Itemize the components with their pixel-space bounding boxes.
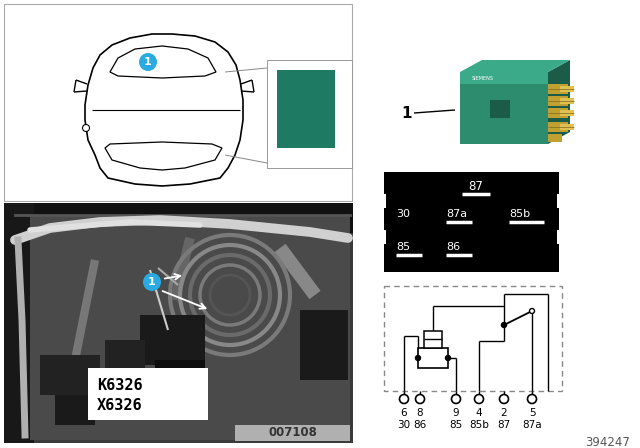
Bar <box>4 4 352 201</box>
Text: 007108: 007108 <box>269 426 317 439</box>
Bar <box>560 86 574 92</box>
Circle shape <box>143 273 161 291</box>
Bar <box>460 72 548 144</box>
Bar <box>548 134 562 142</box>
Bar <box>105 340 145 395</box>
Circle shape <box>415 395 424 404</box>
Bar <box>548 122 568 132</box>
Circle shape <box>445 356 451 361</box>
Bar <box>384 286 562 391</box>
Text: 85: 85 <box>396 242 410 252</box>
Bar <box>4 203 353 233</box>
PathPatch shape <box>105 142 222 170</box>
Bar <box>548 96 568 106</box>
Bar <box>277 70 335 148</box>
Bar <box>55 395 95 425</box>
Text: 6: 6 <box>401 408 407 418</box>
Text: 30: 30 <box>397 420 411 430</box>
Bar <box>490 100 510 118</box>
Bar <box>235 425 350 441</box>
Circle shape <box>399 395 408 404</box>
Circle shape <box>529 309 534 314</box>
PathPatch shape <box>548 60 570 144</box>
Text: 87a: 87a <box>522 420 542 430</box>
Circle shape <box>502 323 506 327</box>
Text: 1: 1 <box>148 277 156 287</box>
Bar <box>557 230 572 244</box>
Circle shape <box>474 395 483 404</box>
Bar <box>548 108 568 118</box>
Circle shape <box>527 395 536 404</box>
Bar <box>155 360 205 400</box>
Text: 85b: 85b <box>469 420 489 430</box>
Text: 2: 2 <box>500 408 508 418</box>
Circle shape <box>415 356 420 361</box>
Bar <box>4 203 353 443</box>
Circle shape <box>499 395 509 404</box>
Text: 4: 4 <box>476 408 483 418</box>
Bar <box>557 194 572 208</box>
Bar <box>371 194 386 208</box>
Text: 9: 9 <box>452 408 460 418</box>
Text: 85b: 85b <box>509 209 530 219</box>
Bar <box>424 331 442 348</box>
Text: 1: 1 <box>401 105 412 121</box>
Bar <box>140 315 205 365</box>
Bar <box>300 310 348 380</box>
Bar <box>460 72 548 84</box>
Text: 87: 87 <box>497 420 511 430</box>
Bar <box>560 98 574 104</box>
Bar <box>560 124 574 130</box>
Circle shape <box>451 395 461 404</box>
Text: 86: 86 <box>446 242 460 252</box>
Circle shape <box>83 125 90 132</box>
Text: 30: 30 <box>396 209 410 219</box>
Bar <box>267 60 352 168</box>
Bar <box>88 368 208 420</box>
Bar <box>371 230 386 244</box>
PathPatch shape <box>460 60 570 72</box>
Bar <box>560 110 574 116</box>
Text: 86: 86 <box>413 420 427 430</box>
Bar <box>30 215 350 440</box>
Circle shape <box>139 53 157 71</box>
Text: 5: 5 <box>529 408 535 418</box>
Text: SIEMENS: SIEMENS <box>472 76 494 81</box>
Text: 85: 85 <box>449 420 463 430</box>
Bar <box>40 355 100 395</box>
Bar <box>548 84 568 94</box>
Text: 1: 1 <box>144 57 152 67</box>
Text: 8: 8 <box>417 408 423 418</box>
Bar <box>418 348 448 368</box>
PathPatch shape <box>110 46 216 78</box>
Text: K6326: K6326 <box>97 379 143 393</box>
Text: X6326: X6326 <box>97 397 143 413</box>
PathPatch shape <box>85 34 243 186</box>
Bar <box>384 172 559 272</box>
Text: 87a: 87a <box>446 209 467 219</box>
Text: 87: 87 <box>468 181 483 194</box>
Bar <box>4 203 34 443</box>
Text: 394247: 394247 <box>585 435 630 448</box>
